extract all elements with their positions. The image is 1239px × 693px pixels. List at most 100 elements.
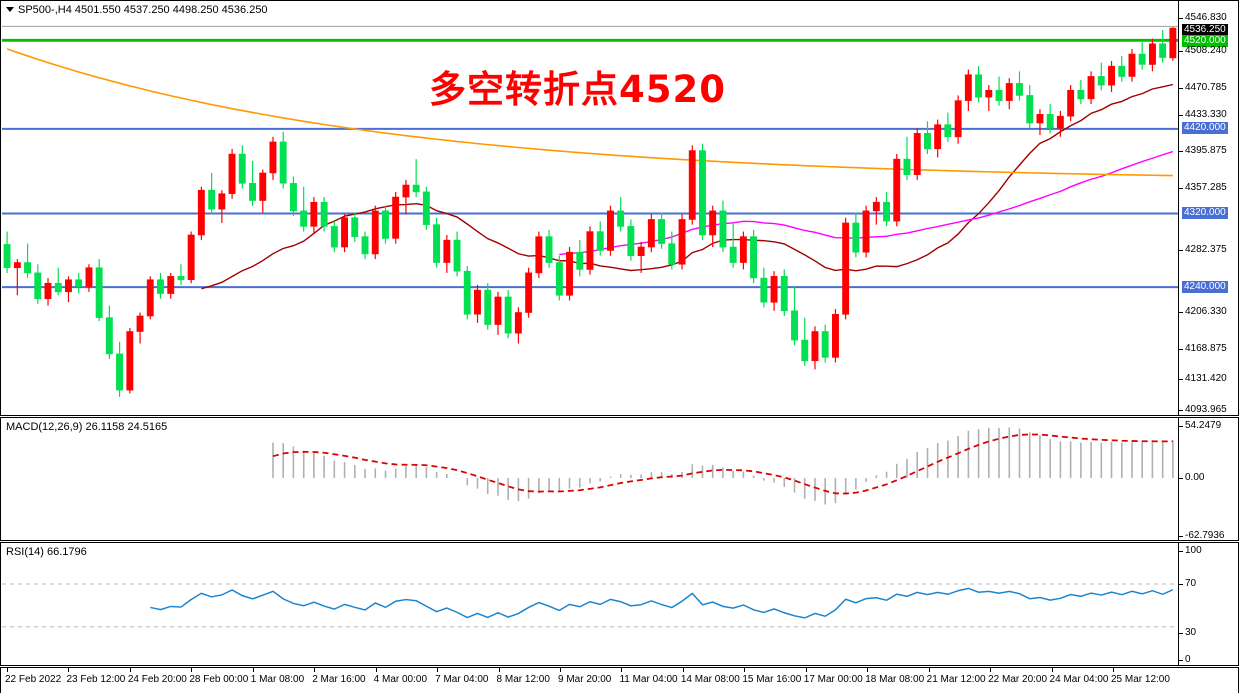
candle-body <box>443 239 451 263</box>
candle-body <box>678 219 686 265</box>
time-axis-label: 1 Mar 08:00 <box>250 674 305 685</box>
candle-body <box>923 133 931 150</box>
time-axis-tick <box>7 668 8 672</box>
candle-body <box>157 279 164 294</box>
rsi-panel-header: RSI(14) 66.1796 <box>6 546 87 558</box>
time-axis-tick <box>621 668 623 672</box>
candle-body <box>1026 95 1034 124</box>
candle-body <box>872 201 880 212</box>
candle-body <box>576 251 584 270</box>
candle-body <box>944 124 952 138</box>
candle-body <box>1128 53 1136 77</box>
time-axis-label: 14 Mar 08:00 <box>680 674 740 685</box>
candle-body <box>1159 43 1167 58</box>
time-axis-tick <box>1113 668 1114 672</box>
candle-body <box>75 279 83 287</box>
candle-body <box>555 262 563 296</box>
time-axis-label: 7 Mar 04:00 <box>435 674 489 685</box>
price-axis-tick <box>1179 151 1183 152</box>
candle-body <box>218 193 226 210</box>
candle-body <box>586 231 594 270</box>
time-axis-tick <box>437 668 439 672</box>
candle-body <box>289 183 297 212</box>
candle-body <box>883 201 891 222</box>
candle-body <box>964 74 972 101</box>
rsi-axis-tick <box>1179 633 1183 634</box>
price-axis-label: 4433.330 <box>1185 109 1227 120</box>
macd-plot-area[interactable] <box>2 419 1178 539</box>
price-axis-tick <box>1179 51 1183 52</box>
macd-panel-header: MACD(12,26,9) 26.1158 24.5165 <box>6 421 168 433</box>
time-axis-label: 4 Mar 00:00 <box>373 674 428 685</box>
candle-body <box>146 279 154 317</box>
candle-body <box>1149 43 1156 65</box>
candle-body <box>208 189 216 210</box>
time-axis-label: 23 Feb 12:00 <box>66 674 126 685</box>
time-axis-tick <box>744 668 746 672</box>
candle-body <box>1118 65 1126 77</box>
candle-body <box>381 210 389 239</box>
candle-body <box>1067 89 1075 117</box>
price-panel-header-text: SP500-,H4 4501.550 4537.250 4498.250 453… <box>18 4 268 16</box>
candle-body <box>893 158 901 222</box>
candle-body <box>44 282 52 300</box>
price-axis-label: 4470.785 <box>1185 82 1227 93</box>
time-axis-tick <box>867 668 869 672</box>
candle-body <box>1015 83 1023 96</box>
macd-panel: MACD(12,26,9) 26.1158 24.5165 54.2479 0.0… <box>0 417 1239 541</box>
candle-body <box>596 231 604 251</box>
price-axis-label: 4546.830 <box>1185 12 1227 23</box>
rsi-axis-tick <box>1179 551 1183 552</box>
price-axis-tick <box>1179 115 1183 116</box>
candle-body <box>167 276 175 294</box>
candle-body <box>606 210 614 251</box>
macd-chart-svg <box>272 427 1174 505</box>
rsi-axis-label: 70 <box>1185 578 1197 589</box>
price-candlestick-svg <box>2 25 1178 397</box>
candle-body <box>371 210 379 255</box>
macd-axis-label: 54.2479 <box>1185 420 1222 431</box>
price-axis-label: 4282.375 <box>1185 244 1227 255</box>
ma-line-darkred <box>201 83 1174 290</box>
candle-body <box>13 262 21 269</box>
candle-body <box>535 236 543 274</box>
macd-axis: 54.2479 0.00 -62.7936 <box>1178 418 1237 540</box>
candle-body <box>1077 89 1085 100</box>
candle-body <box>770 276 778 303</box>
rsi-axis-tick <box>1179 584 1183 585</box>
candle-body <box>637 246 645 256</box>
candle-body <box>187 234 195 281</box>
candle-body <box>821 331 829 358</box>
price-plot-area[interactable] <box>2 2 1178 414</box>
candle-body <box>402 184 410 198</box>
time-axis-label: 25 Mar 12:00 <box>1111 674 1170 685</box>
candle-body <box>238 153 246 184</box>
macd-signal-line <box>272 433 1173 495</box>
candle-body <box>913 133 921 175</box>
candle-body <box>361 236 369 255</box>
macd-axis-tick <box>1179 536 1183 537</box>
time-axis-label: 22 Feb 2022 <box>5 674 62 685</box>
price-chart-panel: SP500-,H4 4501.550 4537.250 4498.250 453… <box>0 0 1239 416</box>
rsi-chart-svg <box>2 583 1178 628</box>
rsi-axis: 100 70 30 0 <box>1178 543 1237 665</box>
candle-body <box>719 210 727 248</box>
time-axis-tick <box>68 668 70 672</box>
macd-axis-label: -62.7936 <box>1185 530 1225 541</box>
candle-body <box>392 196 400 239</box>
price-axis-label: 4168.875 <box>1185 343 1227 354</box>
time-axis-label: 9 Mar 20:00 <box>558 674 612 685</box>
time-axis-label: 2 Mar 16:00 <box>312 674 366 685</box>
price-axis-highlight-label: 4520.000 <box>1182 35 1228 47</box>
candle-body <box>197 189 205 236</box>
candle-body <box>995 89 1003 101</box>
macd-axis-tick <box>1179 426 1183 427</box>
time-axis-label: 21 Mar 12:00 <box>926 674 986 685</box>
time-axis-tick <box>375 668 377 672</box>
rsi-plot-area[interactable] <box>2 544 1178 664</box>
rsi-axis-tick <box>1179 660 1183 661</box>
rsi-axis-label: 0 <box>1185 654 1191 665</box>
triangle-down-icon[interactable] <box>6 6 14 12</box>
chart-annotation-text: 多空转折点4520 <box>429 68 726 111</box>
time-axis-label: 24 Feb 20:00 <box>127 674 187 685</box>
